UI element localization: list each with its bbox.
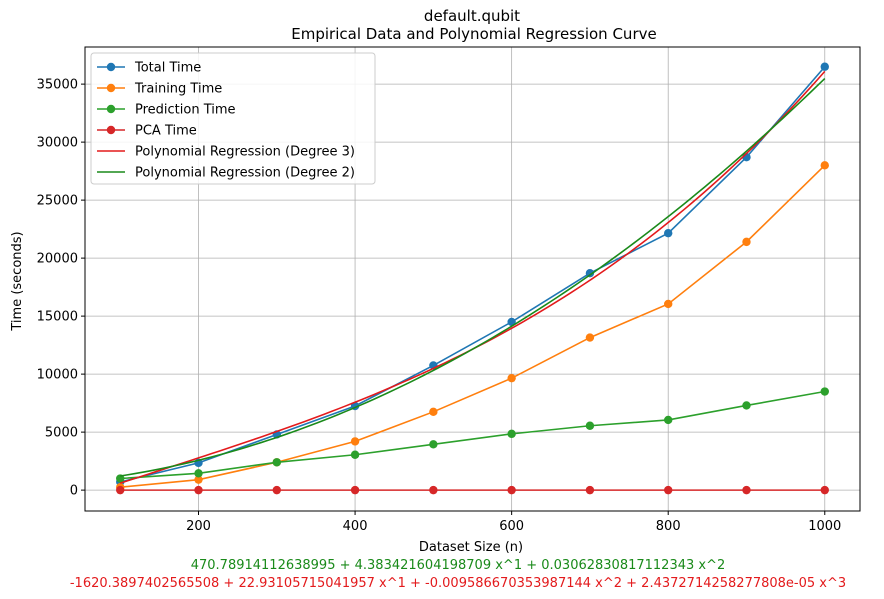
degree-3-equation: -1620.3897402565508 + 22.93105715041957 … bbox=[70, 576, 846, 591]
data-point bbox=[429, 485, 438, 495]
y-tick-label: 0 bbox=[70, 484, 78, 499]
axes-frame bbox=[84, 46, 861, 512]
data-point bbox=[507, 485, 516, 495]
data-point bbox=[194, 469, 203, 478]
legend-label: Prediction Time bbox=[135, 103, 236, 118]
data-point bbox=[507, 373, 516, 383]
ticks: 200 400 600 800 1000050001000015000200002500… bbox=[37, 78, 842, 534]
data-point bbox=[664, 485, 673, 495]
data-point bbox=[429, 407, 438, 417]
y-tick-label: 10000 bbox=[37, 368, 78, 383]
data-point bbox=[507, 317, 516, 327]
data-point bbox=[820, 485, 829, 495]
series-line bbox=[120, 66, 826, 483]
y-tick-label: 25000 bbox=[37, 194, 78, 209]
data-point bbox=[585, 421, 595, 430]
legend-label: PCA Time bbox=[135, 124, 197, 139]
data-point bbox=[350, 437, 360, 446]
series-line bbox=[120, 164, 826, 489]
data-point bbox=[742, 237, 751, 247]
data-point bbox=[820, 387, 829, 396]
series-total-time bbox=[116, 62, 829, 487]
legend-marker bbox=[106, 125, 116, 135]
legend-item: PCA Time bbox=[97, 124, 197, 139]
x-tick-label: 800 bbox=[656, 519, 681, 534]
data-point bbox=[429, 440, 438, 449]
data-point bbox=[585, 269, 595, 278]
y-tick-label: 30000 bbox=[37, 136, 78, 151]
data-point bbox=[742, 401, 751, 410]
regression-curve-degree-2 bbox=[120, 77, 826, 477]
plot-area bbox=[116, 62, 829, 495]
data-point bbox=[664, 415, 673, 425]
data-point bbox=[272, 458, 281, 467]
data-point bbox=[820, 62, 829, 71]
chart-title: default.qubit bbox=[424, 7, 520, 25]
data-point bbox=[664, 299, 673, 309]
data-point bbox=[664, 228, 673, 238]
legend-item: Polynomial Regression (Degree 2) bbox=[97, 166, 355, 181]
data-point bbox=[742, 485, 751, 495]
data-point bbox=[350, 450, 360, 459]
y-tick-label: 35000 bbox=[37, 78, 78, 93]
degree-2-equation: 470.78914112638995 + 4.383421604198709 x… bbox=[191, 558, 726, 573]
series-prediction-time bbox=[116, 387, 829, 483]
y-tick-label: 20000 bbox=[37, 252, 78, 267]
data-point bbox=[194, 485, 203, 495]
legend-item: Total Time bbox=[97, 61, 201, 76]
series-training-time bbox=[116, 161, 829, 492]
legend-box bbox=[90, 52, 376, 185]
legend-label: Total Time bbox=[134, 61, 201, 76]
data-point bbox=[585, 333, 595, 342]
data-point bbox=[507, 429, 516, 439]
legend: Total Time Training Time Prediction Time PC… bbox=[90, 52, 376, 185]
data-point bbox=[585, 485, 595, 495]
data-point bbox=[350, 485, 360, 495]
x-tick-label: 400 bbox=[343, 519, 368, 534]
legend-marker bbox=[106, 104, 116, 114]
legend-marker bbox=[106, 62, 116, 72]
series-line bbox=[120, 390, 825, 480]
legend-label: Polynomial Regression (Degree 3) bbox=[135, 145, 355, 160]
x-tick-label: 600 bbox=[499, 519, 524, 534]
data-point bbox=[272, 485, 281, 495]
x-axis-label: Dataset Size (n) bbox=[419, 540, 523, 555]
y-tick-label: 15000 bbox=[37, 310, 78, 325]
legend-label: Training Time bbox=[134, 82, 222, 97]
chart-subtitle: Empirical Data and Polynomial Regression… bbox=[291, 25, 656, 43]
data-point bbox=[194, 475, 203, 484]
y-axis-label: Time (seconds) bbox=[10, 231, 25, 331]
x-tick-label: 200 bbox=[186, 519, 211, 534]
data-point bbox=[116, 485, 125, 495]
data-point bbox=[820, 161, 829, 170]
x-tick-label: 1000 bbox=[808, 519, 841, 534]
legend-item: Polynomial Regression (Degree 3) bbox=[97, 145, 355, 160]
legend-label: Polynomial Regression (Degree 2) bbox=[135, 166, 355, 181]
legend-marker bbox=[106, 83, 116, 93]
legend-item: Training Time bbox=[97, 82, 222, 97]
series-pca-time bbox=[116, 485, 829, 495]
y-tick-label: 5000 bbox=[45, 426, 78, 441]
legend-item: Prediction Time bbox=[97, 103, 236, 118]
